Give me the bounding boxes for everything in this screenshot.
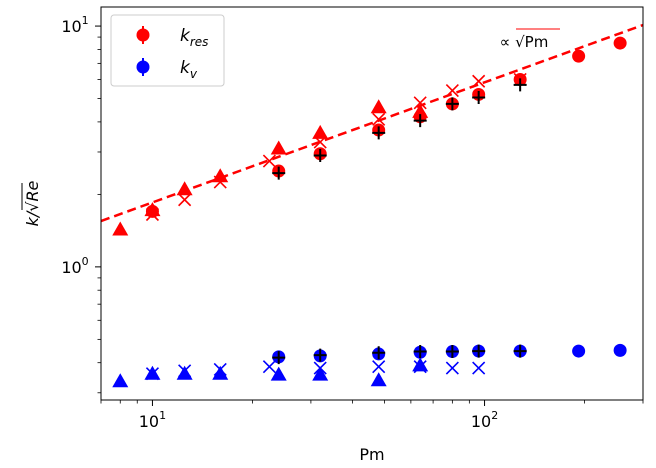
data-point: [212, 365, 229, 380]
y-axis-label: k/√Re: [23, 180, 42, 226]
data-point: [313, 135, 327, 149]
data-point: [472, 361, 486, 375]
data-point: [312, 366, 329, 381]
data-point: [472, 344, 486, 358]
data-point: [176, 181, 193, 196]
fit-line: [100, 23, 644, 223]
data-point: [313, 348, 327, 362]
data-point: [112, 373, 129, 388]
data-point: [445, 361, 459, 375]
y-tick-label: 100: [61, 255, 88, 277]
data-point: [413, 96, 427, 110]
data-point: [213, 362, 227, 377]
data-point: [112, 221, 129, 236]
data-point: [213, 175, 227, 189]
series-layer: [112, 36, 627, 388]
data-point: [413, 360, 427, 374]
data-point: [145, 367, 160, 381]
data-point: [272, 166, 286, 180]
data-point: [412, 103, 429, 118]
data-point: [372, 360, 386, 374]
data-point: [178, 193, 192, 207]
x-tick-label: 101: [139, 409, 166, 431]
data-point: [572, 344, 586, 358]
data-point: [370, 372, 387, 387]
legend-marker: [136, 28, 150, 42]
data-point: [572, 49, 586, 63]
x-axis-label: Pm: [359, 445, 384, 464]
legend-marker: [136, 60, 150, 74]
data-point: [176, 365, 193, 380]
data-point: [445, 97, 459, 111]
data-point: [313, 149, 327, 163]
data-point: [472, 91, 486, 105]
data-point: [272, 351, 286, 365]
legend: kres kv: [110, 14, 225, 87]
data-point: [370, 99, 387, 114]
data-point: [313, 361, 327, 375]
data-point: [262, 154, 276, 168]
legend-label: kv: [180, 58, 198, 81]
data-point: [262, 360, 276, 374]
data-point: [513, 344, 527, 358]
data-point: [513, 78, 527, 92]
legend-label: kres: [180, 26, 208, 49]
data-point: [270, 140, 287, 155]
data-point: [613, 36, 627, 50]
data-point: [412, 357, 429, 372]
axes-tick-layer: 101 102 100 101: [61, 14, 644, 431]
legend-box: [110, 14, 225, 87]
data-point: [372, 346, 386, 360]
data-point: [144, 202, 161, 217]
data-point: [445, 345, 459, 359]
data-point: [145, 207, 160, 222]
data-point: [312, 124, 329, 139]
fit-line-layer: [100, 23, 644, 223]
data-point: [413, 345, 427, 359]
data-point: [613, 343, 627, 357]
fit-line-label: ∝ √Pm: [500, 33, 549, 51]
plot-frame: [100, 6, 644, 401]
data-point: [372, 126, 386, 140]
data-point: [413, 114, 427, 128]
y-tick-label: 101: [61, 14, 88, 36]
x-tick-label: 102: [471, 409, 498, 431]
data-point: [178, 364, 192, 378]
data-point: [270, 366, 287, 381]
